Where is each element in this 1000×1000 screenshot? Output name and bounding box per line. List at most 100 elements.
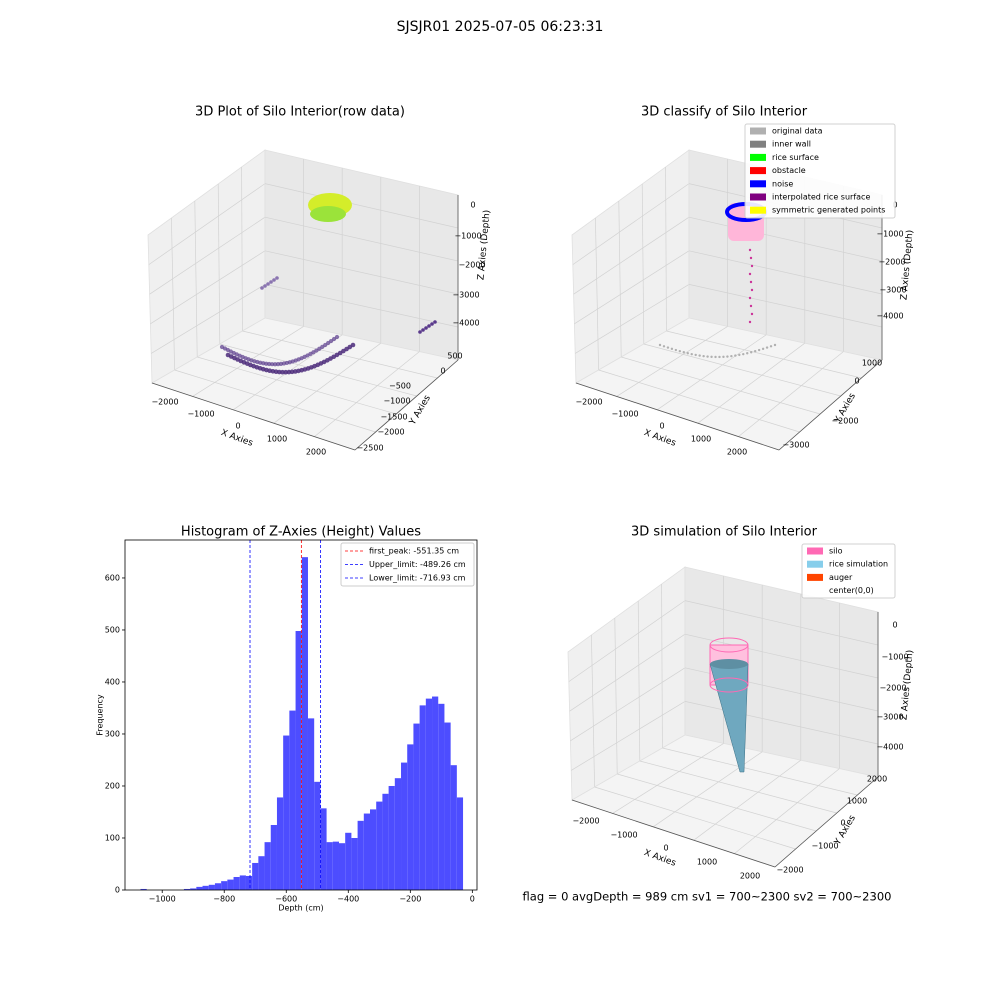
silo-shape (709, 677, 749, 693)
pane-grid (688, 250, 883, 295)
legend-label: rice surface (772, 153, 819, 162)
legend-label: auger (829, 573, 853, 582)
point-cloud (750, 264, 754, 268)
pane-grid (174, 369, 376, 433)
y-tick-label: 400 (105, 677, 120, 686)
legend-label: Lower_limit: -716.93 cm (369, 574, 466, 583)
pane-grid (219, 343, 417, 397)
point-cloud (670, 347, 674, 351)
bar (258, 856, 265, 890)
plot-3d-data (709, 637, 749, 773)
pane-grid (662, 747, 858, 796)
point-cloud (698, 354, 701, 357)
point-cloud (749, 256, 753, 260)
x-axis-label: Depth (cm) (278, 904, 323, 913)
pane-grid (614, 617, 618, 775)
bar (245, 875, 253, 890)
point-cloud (734, 354, 737, 357)
x-tick-label: 1000 (697, 858, 717, 867)
pane-grid (194, 200, 198, 358)
bar (357, 820, 364, 890)
y-tick-label: 1000 (862, 359, 882, 368)
point-cloud (718, 355, 721, 359)
bar (289, 710, 296, 890)
point-cloud (757, 348, 761, 352)
legend-label: noise (772, 179, 793, 188)
x-tick-label: −200 (399, 895, 421, 904)
pane-grid (617, 773, 817, 832)
point-cloud (748, 296, 752, 300)
pane-grid (639, 760, 837, 814)
y-tick-label: −2000 (377, 428, 404, 437)
bar (320, 808, 327, 890)
pane-grid (688, 216, 883, 262)
point-cloud (272, 278, 276, 282)
bar (196, 886, 203, 890)
legend-box (340, 542, 475, 587)
point-cloud (260, 286, 264, 290)
x-tick-label: −1000 (611, 410, 638, 419)
point-cloud (714, 355, 717, 359)
pane-grid (595, 217, 599, 371)
point-cloud (662, 345, 666, 348)
legend-swatch (807, 573, 823, 581)
pane-grid (150, 250, 266, 325)
legend-swatch (807, 560, 823, 568)
bar (351, 837, 358, 890)
pane-grid (665, 166, 667, 332)
z-tick-label: −3000 (879, 286, 906, 295)
plot-3d (567, 566, 879, 868)
axes-frame (124, 539, 478, 891)
pane-grid (697, 342, 806, 424)
x-tick-label: 0 (235, 422, 240, 431)
bar (456, 797, 464, 890)
bar (370, 809, 377, 890)
point-cloud (706, 355, 709, 358)
axis-line (774, 776, 879, 868)
pane-grid (570, 667, 686, 742)
z-tick-label: −4000 (876, 312, 903, 321)
pane-grid (572, 183, 690, 265)
point-cloud (418, 330, 422, 334)
axis-line (571, 799, 776, 868)
pane-grid (616, 326, 728, 397)
pane-grid (151, 284, 266, 354)
legend-label: Upper_limit: -489.26 cm (369, 560, 466, 569)
point-cloud (722, 355, 725, 359)
legend-label: obstacle (772, 166, 806, 175)
point-cloud (749, 280, 753, 284)
point-cloud (682, 351, 685, 354)
bar (407, 744, 414, 890)
z-tick-label: −3000 (452, 291, 479, 300)
plot-3d-data (219, 193, 437, 375)
point-cloud (269, 280, 273, 284)
point-cloud (678, 349, 682, 353)
axis-line (151, 382, 356, 451)
point-cloud (761, 347, 765, 351)
bar (382, 793, 389, 890)
point-cloud (750, 351, 753, 354)
point-cloud (726, 355, 729, 358)
bar (301, 557, 308, 890)
point-cloud (748, 320, 752, 324)
pane-grid (641, 183, 645, 345)
y-tick-label: 100 (105, 833, 120, 842)
point-cloud (424, 326, 428, 330)
bar (394, 778, 402, 890)
bar (450, 765, 457, 890)
y-tick-label: −3000 (782, 441, 809, 450)
point-cloud (430, 322, 434, 326)
bar (338, 843, 346, 890)
point-cloud (674, 348, 678, 352)
x-tick-label: 0 (659, 422, 664, 431)
point-cloud (658, 343, 662, 347)
bar (326, 842, 333, 890)
point-cloud (427, 324, 431, 328)
y-tick-label: 200 (105, 781, 120, 790)
y-tick-label: 2000 (867, 775, 887, 784)
point-cloud (730, 354, 733, 358)
legend-label: inner wall (772, 140, 811, 149)
pane-grid (148, 183, 266, 265)
pane-grid (264, 216, 459, 262)
point-cloud (323, 342, 328, 348)
